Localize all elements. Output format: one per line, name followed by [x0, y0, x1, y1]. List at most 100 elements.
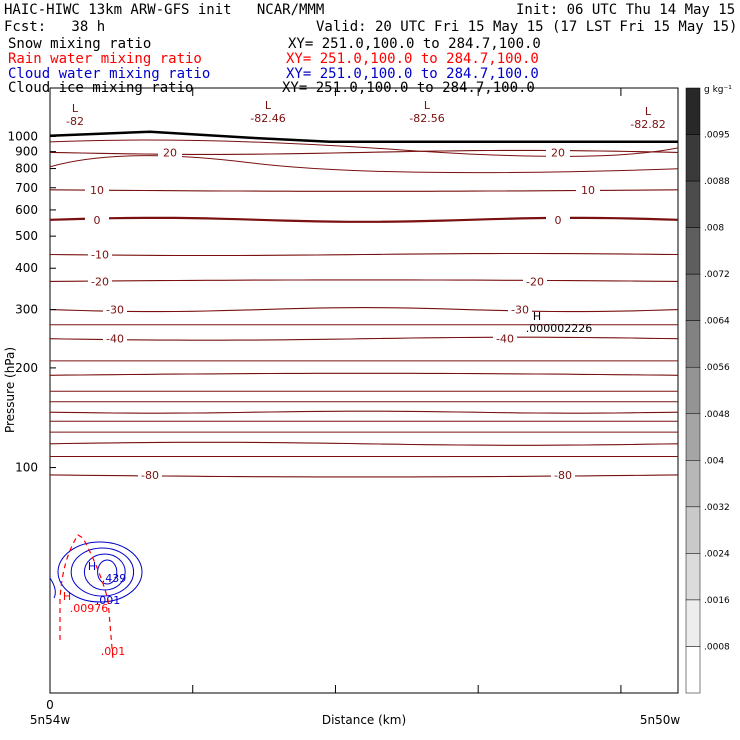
- high-marker: H: [533, 310, 541, 323]
- colorbar-swatch: [685, 227, 701, 275]
- y-tick-label: 500: [15, 229, 38, 243]
- low-marker: L: [72, 102, 79, 115]
- temperature-contour: [49, 441, 679, 446]
- contour-label: 20: [551, 146, 565, 159]
- contour-label-bg: [85, 213, 109, 226]
- temperature-contour: [49, 279, 679, 282]
- temperature-contour: [49, 216, 679, 223]
- contour-label-bg: [103, 332, 127, 345]
- cloud-water-contour: [97, 559, 118, 585]
- contour-label-bg: [546, 213, 570, 226]
- contour-label-bg: [546, 146, 570, 159]
- x-start-label: 0: [46, 698, 54, 712]
- contour-label-bg: [158, 146, 182, 159]
- y-tick-label: 900: [15, 145, 38, 159]
- temperature-contour: [49, 139, 679, 157]
- contour-label-bg: [576, 183, 600, 196]
- colorbar-swatch: [685, 413, 701, 461]
- contour-label: -20: [91, 275, 109, 288]
- high-value: .000002226: [526, 322, 592, 335]
- low-value: -82.56: [409, 112, 444, 125]
- colorbar-tick-label: .0095: [704, 131, 730, 141]
- temperature-contour: [49, 189, 679, 192]
- colorbar-tick-label: .0088: [704, 177, 730, 187]
- colorbar-swatch: [685, 273, 701, 321]
- colorbar-swatch: [685, 506, 701, 554]
- x-axis-label: Distance (km): [322, 713, 406, 727]
- cloud-water-contour: [49, 577, 56, 599]
- contour-label: -80: [141, 469, 159, 482]
- contour-label: -80: [554, 469, 572, 482]
- colorbar-tick-label: .0056: [704, 363, 730, 373]
- y-tick-label: 400: [15, 261, 38, 275]
- colorbar-swatch: [685, 320, 701, 368]
- high-marker: H: [88, 560, 96, 573]
- low-marker: L: [424, 99, 431, 112]
- high-value: .00976: [70, 602, 109, 615]
- contour-label-bg: [103, 303, 127, 316]
- contour-label-bg: [138, 468, 162, 481]
- colorbar-tick-label: .0072: [704, 270, 730, 280]
- temperature-contour: [49, 307, 679, 313]
- y-tick-label: 300: [15, 303, 38, 317]
- valid-time: Valid: 20 UTC Fri 15 May 15 (17 LST Fri …: [316, 19, 738, 35]
- temperature-contour: [49, 149, 679, 155]
- forecast-hour: Fcst: 38 h: [4, 19, 106, 35]
- contour-label-bg: [508, 303, 532, 316]
- colorbar-swatch: [685, 646, 701, 694]
- contour-label: -30: [511, 304, 529, 317]
- high-value: .439: [102, 572, 127, 585]
- cloud-water-contour: [70, 547, 135, 597]
- contour-label: 0: [555, 214, 562, 227]
- contour-label: 20: [163, 146, 177, 159]
- cloud-water-contour: [57, 541, 143, 603]
- low-marker: L: [265, 99, 272, 112]
- contour-label-bg: [493, 332, 517, 345]
- temperature-contour: [49, 372, 679, 376]
- contour-label: -40: [496, 333, 514, 346]
- y-tick-label: 700: [15, 181, 38, 195]
- colorbar-swatch: [685, 553, 701, 601]
- contour-label: 10: [90, 184, 104, 197]
- high-marker: H: [63, 590, 71, 603]
- colorbar-swatch: [685, 180, 701, 228]
- y-tick-label: 600: [15, 203, 38, 217]
- colorbar-tick-label: .0064: [704, 317, 730, 327]
- contour-label-bg: [551, 468, 575, 481]
- low-value: -82: [66, 115, 84, 128]
- colorbar-swatch: [685, 366, 701, 415]
- contour-label: -10: [91, 249, 109, 262]
- field-label-rain: Rain water mixing ratio: [8, 51, 202, 67]
- colorbar-tick-label: .0024: [704, 549, 730, 559]
- y-axis-label: Pressure (hPa): [3, 347, 17, 433]
- colorbar-swatch: [685, 134, 701, 182]
- plot-frame: [49, 87, 679, 694]
- contour-label-bg: [523, 275, 547, 288]
- y-tick-label: 800: [15, 162, 38, 176]
- colorbar-swatch: [685, 460, 701, 508]
- temperature-contour: [49, 155, 679, 174]
- field-xy-cloud-water: XY= 251.0,100.0 to 284.7,100.0: [286, 66, 539, 82]
- y-tick-label: 1000: [7, 129, 38, 143]
- y-tick-label: 100: [15, 461, 38, 475]
- y-tick-label: 200: [15, 361, 38, 375]
- low-value: -82.46: [250, 112, 285, 125]
- colorbar-unit: g kg⁻¹: [704, 85, 732, 95]
- temperature-contour: [49, 252, 679, 257]
- colorbar-tick-label: .008: [704, 224, 724, 234]
- x-left-label: 5n54w: [30, 713, 71, 727]
- contour-label-bg: [85, 183, 109, 196]
- colorbar-swatch: [685, 87, 701, 135]
- colorbar-tick-label: .0048: [704, 410, 730, 420]
- cloud-water-contour: [83, 553, 126, 591]
- colorbar-swatch: [685, 599, 701, 647]
- contour-label: 10: [581, 184, 595, 197]
- field-xy-snow: XY= 251.0,100.0 to 284.7,100.0: [288, 36, 541, 52]
- field-xy-rain: XY= 251.0,100.0 to 284.7,100.0: [286, 51, 539, 67]
- colorbar-tick-label: .004: [704, 456, 724, 466]
- contour-label-bg: [88, 248, 112, 261]
- contour-label: -20: [526, 275, 544, 288]
- contour-label: -40: [106, 333, 124, 346]
- low-marker: L: [645, 105, 652, 118]
